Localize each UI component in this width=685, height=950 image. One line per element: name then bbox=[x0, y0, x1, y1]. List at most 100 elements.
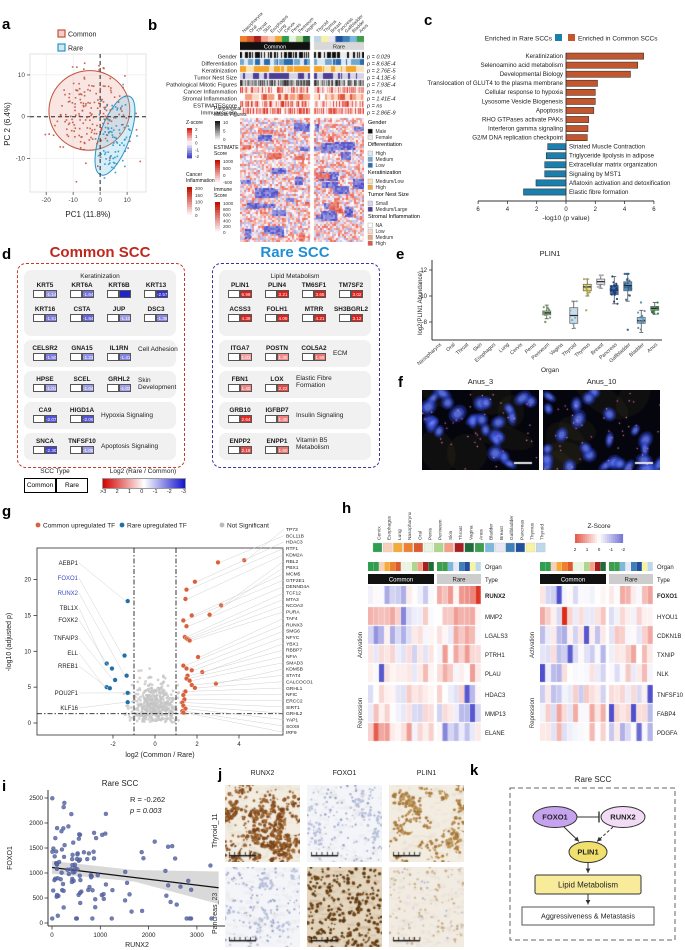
gene-card-KRT16: KRT16 -1.51 bbox=[33, 306, 57, 323]
svg-text:4: 4 bbox=[237, 742, 241, 748]
svg-text:PLIN1: PLIN1 bbox=[577, 848, 598, 857]
svg-text:ERCC2: ERCC2 bbox=[286, 698, 303, 704]
svg-text:0: 0 bbox=[50, 932, 54, 939]
group-title: Cell Adhesion bbox=[138, 346, 178, 353]
svg-text:5: 5 bbox=[223, 129, 226, 134]
gene-card-KRT6B: KRT6B bbox=[101, 282, 137, 299]
svg-text:Breast: Breast bbox=[499, 525, 505, 540]
svg-text:HYOU1: HYOU1 bbox=[657, 615, 678, 621]
svg-text:6: 6 bbox=[476, 207, 480, 213]
svg-text:Cervix: Cervix bbox=[509, 342, 524, 357]
svg-text:Low: Low bbox=[376, 229, 386, 235]
gene-card-GRB10: GRB10 2.64 bbox=[228, 407, 252, 424]
svg-text:-log10 (p value): -log10 (p value) bbox=[542, 215, 589, 222]
svg-text:Signaling by MST1: Signaling by MST1 bbox=[569, 171, 621, 178]
svg-text:-1: -1 bbox=[609, 547, 614, 552]
svg-text:10: 10 bbox=[18, 72, 26, 79]
ihc-image-Pancreas_23-RUNX2 bbox=[225, 867, 300, 947]
svg-text:Skin: Skin bbox=[262, 24, 272, 34]
gene-card-HIGD1A: HIGD1A -2.06 bbox=[69, 407, 95, 424]
svg-text:Repression: Repression bbox=[530, 698, 536, 728]
micrograph-title-anus10: Anus_10 bbox=[586, 377, 617, 386]
svg-text:100: 100 bbox=[195, 200, 203, 205]
svg-text:ELANE: ELANE bbox=[485, 731, 505, 737]
svg-text:2: 2 bbox=[594, 207, 598, 213]
svg-text:0: 0 bbox=[40, 920, 44, 927]
svg-text:Rare: Rare bbox=[68, 46, 83, 53]
svg-text:TAF4: TAF4 bbox=[286, 616, 298, 622]
svg-text:4: 4 bbox=[623, 207, 627, 213]
svg-text:Common upregulated TF: Common upregulated TF bbox=[43, 523, 115, 530]
svg-text:RUNX3: RUNX3 bbox=[286, 622, 303, 628]
svg-text:Esophagus: Esophagus bbox=[387, 515, 393, 540]
svg-text:Stromal Inflammation: Stromal Inflammation bbox=[368, 214, 420, 220]
tf-volcano-plot: Common upregulated TF Rare upregulated TF… bbox=[6, 523, 313, 760]
gene-card-ENPP1: ENPP1 1.60 bbox=[265, 438, 289, 455]
svg-text:p = 4.13E-6: p = 4.13E-6 bbox=[366, 76, 397, 82]
svg-text:PURA: PURA bbox=[286, 610, 300, 616]
scc-type-cell: Common bbox=[24, 478, 56, 493]
gene-group-card bbox=[24, 270, 176, 336]
svg-text:Developmental Biology: Developmental Biology bbox=[500, 71, 564, 78]
svg-text:TP73: TP73 bbox=[286, 527, 298, 533]
svg-text:Penis: Penis bbox=[428, 527, 434, 540]
svg-text:Tumor Nest Size: Tumor Nest Size bbox=[368, 192, 409, 198]
colorbar-tick: -1 bbox=[152, 489, 158, 495]
svg-text:-10: -10 bbox=[16, 156, 26, 163]
enrichment-bar-chart: Enriched in Rare SCCs Enriched in Common … bbox=[427, 34, 671, 222]
colorbar-ticks: >3 2 1 0 -1 -2 -3 bbox=[100, 489, 186, 495]
ihc-col-runx2: RUNX2 bbox=[250, 770, 275, 777]
svg-text:ELL: ELL bbox=[67, 651, 78, 657]
gene-card-POSTN: POSTN 1.30 bbox=[265, 345, 289, 362]
svg-text:-500: -500 bbox=[223, 180, 233, 185]
svg-text:Rare: Rare bbox=[452, 578, 466, 584]
svg-text:PBX1: PBX1 bbox=[286, 565, 299, 571]
svg-text:Rare SCC: Rare SCC bbox=[575, 775, 612, 784]
group-title: Skin Development bbox=[138, 377, 177, 392]
svg-text:CDKN1B: CDKN1B bbox=[657, 634, 681, 640]
svg-text:6: 6 bbox=[652, 207, 656, 213]
svg-text:-log10 (adjusted p): -log10 (adjusted p) bbox=[6, 613, 13, 671]
svg-text:POU2F1: POU2F1 bbox=[55, 691, 79, 697]
svg-text:20: 20 bbox=[24, 578, 31, 584]
svg-text:Common: Common bbox=[389, 578, 413, 584]
svg-text:0: 0 bbox=[195, 141, 198, 146]
svg-text:Lung: Lung bbox=[276, 23, 287, 34]
svg-text:12: 12 bbox=[420, 268, 427, 274]
svg-text:p = ns: p = ns bbox=[366, 90, 382, 96]
gene-card-SCEL: SCEL -1.04 bbox=[64, 376, 100, 393]
gene-card-GNA15: GNA15 -1.23 bbox=[70, 345, 94, 362]
gene-card-PLIN1: PLIN1 6.99 bbox=[222, 282, 258, 299]
svg-text:MMP13: MMP13 bbox=[485, 712, 506, 718]
svg-text:Lung: Lung bbox=[397, 529, 403, 540]
svg-text:Male: Male bbox=[376, 129, 387, 135]
colorbar-title: Log2 (Rare / Common) bbox=[109, 468, 177, 475]
svg-text:p = 0.003: p = 0.003 bbox=[129, 806, 162, 815]
svg-text:Oral: Oral bbox=[417, 531, 423, 540]
svg-text:Common: Common bbox=[264, 44, 286, 50]
micrograph-title-anus3: Anus_3 bbox=[467, 377, 494, 386]
scc-type-legend-title: SCC Type bbox=[40, 468, 70, 475]
mechanism-diagram: Rare SCC FOXO1 RUNX2 PLIN1 Lipid Metabolism A… bbox=[509, 775, 676, 941]
svg-text:Lipid Metabolism: Lipid Metabolism bbox=[558, 881, 618, 890]
svg-text:TCF12: TCF12 bbox=[286, 591, 301, 597]
svg-text:Perineum: Perineum bbox=[438, 519, 444, 540]
clinical-heatmap-labels: NasopharynxOralThroatSkinEsophagusLungCe… bbox=[166, 11, 420, 247]
svg-text:400: 400 bbox=[223, 218, 231, 223]
svg-text:2: 2 bbox=[195, 742, 199, 748]
svg-text:1500: 1500 bbox=[29, 845, 43, 852]
svg-text:Aggressiveness & Metastasis: Aggressiveness & Metastasis bbox=[541, 912, 635, 921]
svg-text:p = ns: p = ns bbox=[366, 104, 382, 110]
svg-text:1: 1 bbox=[195, 134, 198, 139]
gene-card-COL5A2: COL5A2 1.58 bbox=[301, 345, 327, 362]
svg-text:0: 0 bbox=[223, 173, 226, 178]
svg-text:GRHL2: GRHL2 bbox=[286, 711, 303, 717]
svg-text:SOX8: SOX8 bbox=[286, 724, 299, 730]
svg-text:BCL11B: BCL11B bbox=[286, 533, 304, 539]
svg-text:2000: 2000 bbox=[29, 820, 43, 827]
svg-text:0: 0 bbox=[564, 207, 568, 213]
svg-text:NCOA3: NCOA3 bbox=[286, 603, 303, 609]
svg-text:10: 10 bbox=[223, 120, 229, 125]
group-title: Elastic Fibre Formation bbox=[296, 375, 332, 390]
svg-text:150: 150 bbox=[195, 193, 203, 198]
